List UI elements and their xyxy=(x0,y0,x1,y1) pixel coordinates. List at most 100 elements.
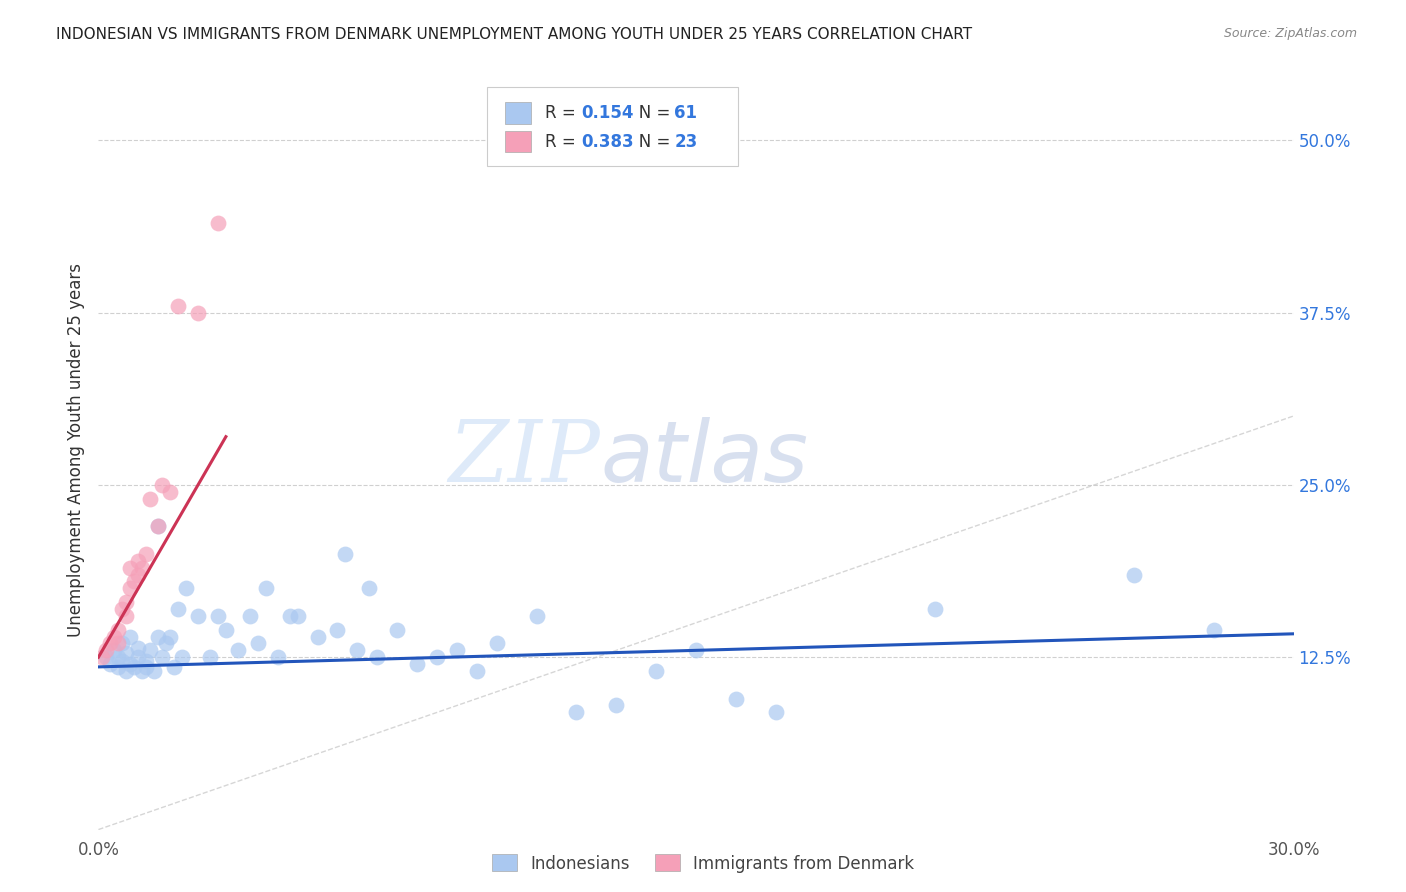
Point xyxy=(366,650,388,665)
Text: 0.154: 0.154 xyxy=(581,104,634,122)
Point xyxy=(131,664,153,678)
Point xyxy=(127,650,149,665)
Point xyxy=(359,582,381,596)
Point xyxy=(198,650,221,665)
Point xyxy=(163,660,186,674)
Point xyxy=(226,643,249,657)
Text: N =: N = xyxy=(623,133,676,151)
Point xyxy=(1123,567,1146,582)
Point xyxy=(124,574,146,589)
Point xyxy=(111,602,134,616)
Text: Source: ZipAtlas.com: Source: ZipAtlas.com xyxy=(1223,27,1357,40)
Text: R =: R = xyxy=(546,104,582,122)
Point xyxy=(107,660,129,674)
Point xyxy=(465,664,488,678)
Point xyxy=(254,582,277,596)
Point xyxy=(326,623,349,637)
Point xyxy=(167,299,190,313)
Point xyxy=(96,643,118,657)
Point xyxy=(143,664,166,678)
Point xyxy=(724,691,747,706)
Point xyxy=(135,547,157,561)
Text: R =: R = xyxy=(546,133,582,151)
Point xyxy=(111,654,134,668)
Point xyxy=(207,216,229,230)
Point xyxy=(131,560,153,574)
Point xyxy=(207,608,229,623)
Point xyxy=(426,650,449,665)
Legend: Indonesians, Immigrants from Denmark: Indonesians, Immigrants from Denmark xyxy=(485,847,921,880)
Point xyxy=(239,608,262,623)
Point xyxy=(174,582,197,596)
Point xyxy=(135,660,157,674)
Point xyxy=(446,643,468,657)
Point xyxy=(115,646,138,660)
Y-axis label: Unemployment Among Youth under 25 years: Unemployment Among Youth under 25 years xyxy=(66,263,84,638)
Point xyxy=(246,636,269,650)
Text: N =: N = xyxy=(623,104,676,122)
Point xyxy=(107,650,129,665)
Text: INDONESIAN VS IMMIGRANTS FROM DENMARK UNEMPLOYMENT AMONG YOUTH UNDER 25 YEARS CO: INDONESIAN VS IMMIGRANTS FROM DENMARK UN… xyxy=(56,27,973,42)
Point xyxy=(267,650,290,665)
Point xyxy=(139,491,162,506)
Point xyxy=(385,623,409,637)
Point xyxy=(115,664,138,678)
Point xyxy=(406,657,429,672)
Point xyxy=(150,478,173,492)
Bar xyxy=(505,103,531,124)
Text: 0.383: 0.383 xyxy=(581,133,634,151)
Bar xyxy=(505,131,531,153)
Point xyxy=(155,636,177,650)
Point xyxy=(526,608,548,623)
Point xyxy=(172,650,194,665)
Point xyxy=(115,595,138,609)
Point xyxy=(187,608,209,623)
Point xyxy=(127,567,149,582)
Point xyxy=(120,582,142,596)
Point xyxy=(98,636,122,650)
Point xyxy=(127,554,149,568)
Point xyxy=(346,643,368,657)
Point xyxy=(124,660,146,674)
Text: 61: 61 xyxy=(675,104,697,122)
Point xyxy=(287,608,309,623)
Point xyxy=(307,630,329,644)
Point xyxy=(765,706,787,720)
Point xyxy=(605,698,627,713)
Point xyxy=(645,664,668,678)
Point xyxy=(115,608,138,623)
Point xyxy=(103,643,125,657)
Point xyxy=(103,630,125,644)
Text: ZIP: ZIP xyxy=(449,417,600,500)
Point xyxy=(215,623,238,637)
Point xyxy=(187,305,209,319)
Point xyxy=(148,630,170,644)
Point xyxy=(278,608,301,623)
Point xyxy=(150,650,173,665)
Point xyxy=(107,636,129,650)
Point xyxy=(120,630,142,644)
Point xyxy=(111,636,134,650)
Point xyxy=(120,657,142,672)
Point xyxy=(924,602,946,616)
Point xyxy=(98,657,122,672)
Point xyxy=(139,643,162,657)
Point xyxy=(1202,623,1225,637)
Point xyxy=(127,640,149,655)
Point xyxy=(135,654,157,668)
Point xyxy=(148,519,170,533)
FancyBboxPatch shape xyxy=(486,87,738,166)
Point xyxy=(96,650,118,665)
Point xyxy=(148,519,170,533)
Point xyxy=(107,623,129,637)
Point xyxy=(120,560,142,574)
Point xyxy=(159,484,181,499)
Point xyxy=(485,636,508,650)
Text: atlas: atlas xyxy=(600,417,808,500)
Point xyxy=(91,650,114,665)
Point xyxy=(167,602,190,616)
Text: 23: 23 xyxy=(675,133,697,151)
Point xyxy=(335,547,357,561)
Point xyxy=(159,630,181,644)
Point xyxy=(685,643,707,657)
